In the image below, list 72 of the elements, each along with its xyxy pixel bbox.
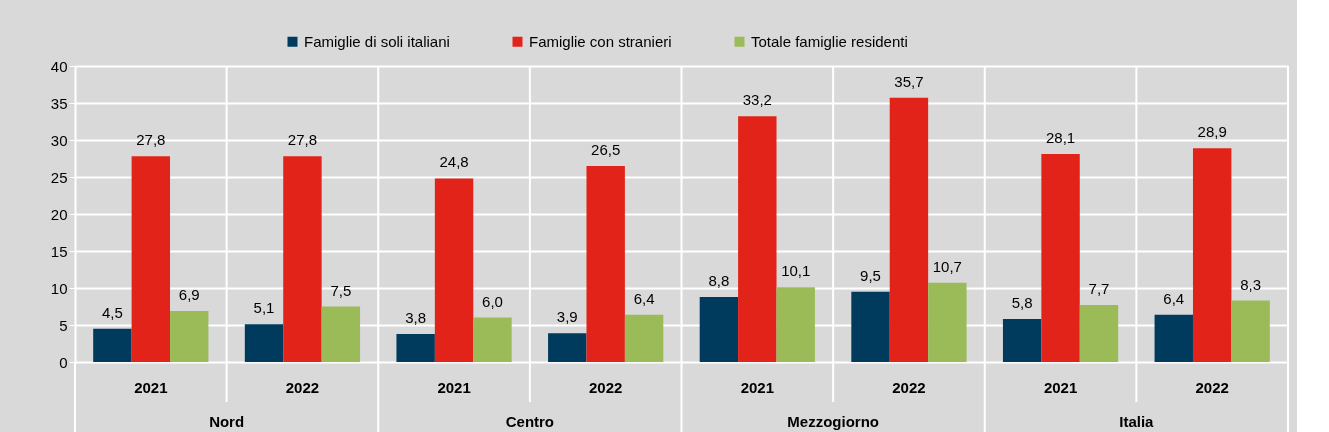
bar (473, 317, 512, 362)
data-label: 6,9 (178, 285, 200, 303)
y-tick-label: 15 (50, 242, 68, 260)
bar (586, 165, 625, 362)
data-label: 3,8 (405, 308, 427, 326)
y-tick-label: 40 (50, 57, 68, 75)
x-tick-label: 2022 (892, 378, 926, 396)
data-label: 4,5 (101, 303, 123, 321)
data-label: 8,3 (1240, 275, 1262, 293)
bar (283, 156, 322, 362)
data-label: 5,8 (1011, 294, 1033, 312)
text: Mezzogiorno (787, 413, 879, 430)
data-label: 27,8 (287, 131, 318, 149)
data-label: 35,7 (894, 72, 924, 90)
data-label: 8,8 (708, 271, 730, 289)
data-label: 28,9 (1197, 123, 1227, 141)
bar (1154, 314, 1193, 362)
bar (396, 333, 435, 362)
x-tick-label: 2021 (134, 378, 168, 396)
data-label: 5,1 (253, 299, 275, 317)
legend-label: Famiglie di soli italiani (304, 32, 450, 50)
text: Italia (1119, 413, 1155, 430)
data-label: 7,7 (1088, 280, 1110, 298)
y-tick-label: 20 (50, 205, 68, 223)
bar (1079, 305, 1119, 362)
bar (851, 291, 890, 362)
bar (1002, 319, 1042, 362)
data-label: 33,2 (742, 91, 772, 109)
text: Nord (209, 413, 245, 430)
legend-label: Totale famiglie residenti (751, 32, 908, 50)
data-label: 3,9 (556, 308, 578, 326)
bar (1041, 154, 1080, 362)
bar (131, 156, 171, 362)
bar (928, 282, 967, 362)
bar (624, 314, 664, 362)
x-tick-label: 2021 (1043, 378, 1078, 396)
data-label: 6,4 (633, 289, 655, 307)
bar (244, 324, 284, 362)
bar (170, 310, 209, 362)
bar (738, 116, 777, 362)
x-tick-label: 2022 (285, 378, 320, 396)
bar (548, 333, 587, 362)
x-tick-label: 2022 (1195, 378, 1229, 396)
y-tick-label: 25 (50, 168, 68, 186)
data-label: 28,1 (1045, 129, 1076, 147)
data-label: 9,5 (860, 266, 881, 284)
bar (434, 178, 474, 362)
data-label: 6,4 (1163, 289, 1185, 307)
y-tick-label: 30 (50, 131, 68, 149)
data-label: 10,7 (932, 257, 962, 275)
y-tick-label: 35 (50, 94, 68, 112)
data-label: 6,0 (482, 292, 503, 310)
bar (889, 97, 929, 362)
y-tick-label: 10 (50, 279, 68, 297)
data-label: 27,8 (136, 131, 166, 149)
x-tick-label: 2021 (740, 378, 774, 396)
x-tick-label: 2021 (437, 378, 471, 396)
x-tick-label: 2022 (589, 378, 623, 396)
data-label: 7,5 (330, 281, 352, 299)
bar (93, 328, 132, 362)
bar (321, 306, 361, 362)
data-label: 24,8 (439, 153, 469, 171)
bar (1192, 148, 1232, 362)
bar (699, 296, 739, 362)
y-tick-label: 0 (59, 353, 68, 371)
text: Centro (505, 413, 555, 430)
data-label: 10,1 (781, 262, 811, 280)
data-label: 26,5 (591, 140, 621, 158)
legend-label: Famiglie con stranieri (529, 32, 672, 50)
y-tick-label: 5 (59, 316, 68, 334)
bar (776, 287, 815, 362)
bar (1231, 300, 1270, 362)
